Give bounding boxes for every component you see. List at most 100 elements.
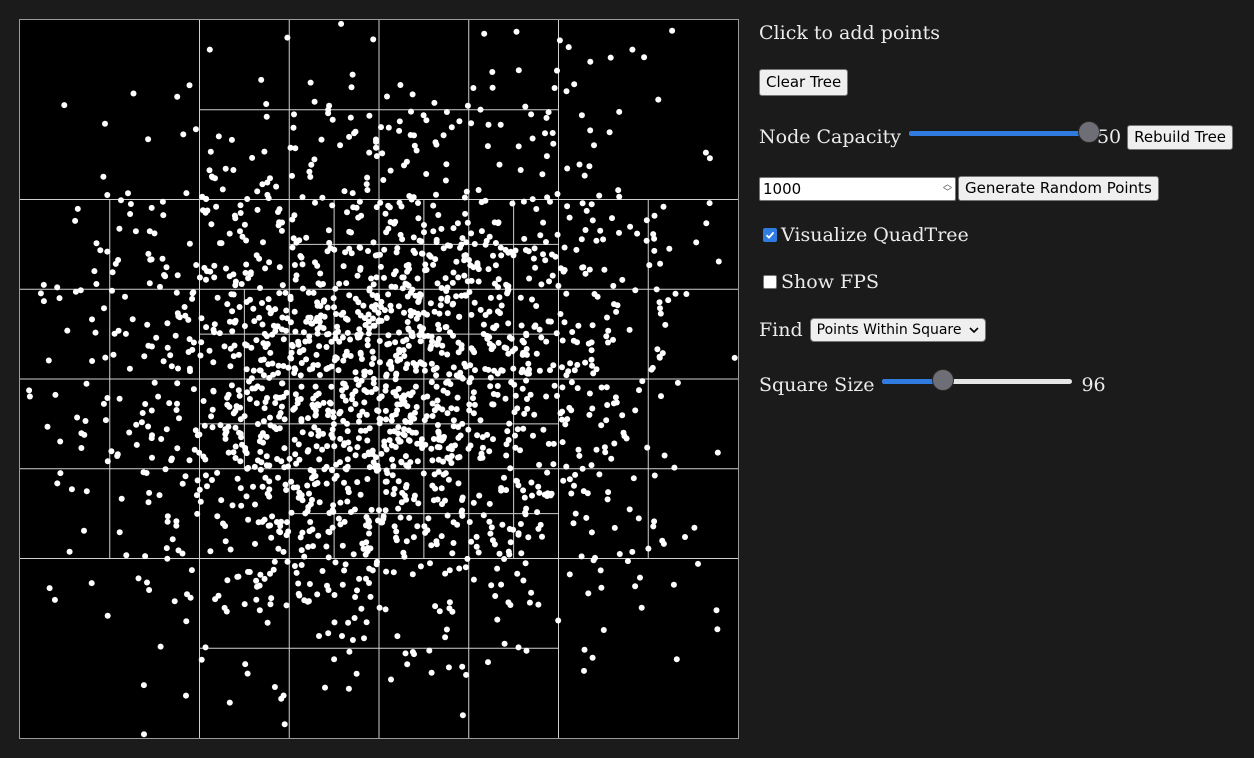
data-point <box>589 322 596 329</box>
data-point <box>222 426 229 433</box>
checkmark-icon <box>765 231 775 239</box>
data-point <box>162 273 169 280</box>
data-point <box>315 432 322 439</box>
show-fps-checkbox[interactable] <box>763 275 777 289</box>
data-point <box>523 505 530 512</box>
data-point <box>366 464 373 471</box>
data-point <box>545 440 552 447</box>
data-point <box>504 428 511 435</box>
point-count-value: 1000 <box>763 179 802 198</box>
square-size-slider[interactable] <box>882 369 1073 391</box>
data-point <box>160 358 167 365</box>
data-point <box>431 308 438 315</box>
data-point <box>314 362 321 368</box>
data-point <box>382 407 389 414</box>
clear-tree-button[interactable]: Clear Tree <box>759 69 849 96</box>
data-point <box>335 328 341 335</box>
data-point <box>269 360 276 367</box>
rebuild-tree-button[interactable]: Rebuild Tree <box>1127 125 1234 150</box>
data-point <box>211 262 218 269</box>
data-point <box>407 459 414 466</box>
data-point <box>575 322 582 329</box>
data-point <box>598 422 605 429</box>
data-point <box>464 102 471 109</box>
point-count-input[interactable]: 1000 ︿ ﹀ <box>759 176 956 201</box>
data-point <box>428 360 435 367</box>
slider-thumb[interactable] <box>1077 120 1100 143</box>
data-point <box>461 360 468 367</box>
data-point <box>383 373 390 380</box>
data-point <box>506 420 513 427</box>
data-point <box>159 255 166 262</box>
data-point <box>281 464 288 471</box>
generate-random-points-button[interactable]: Generate Random Points <box>958 176 1159 201</box>
data-point <box>338 20 345 27</box>
data-point <box>643 217 650 224</box>
data-point <box>292 276 299 283</box>
data-point <box>254 383 261 390</box>
data-point <box>248 344 255 351</box>
data-point <box>406 265 412 272</box>
data-point <box>176 415 182 422</box>
data-point <box>497 121 504 128</box>
data-point <box>123 552 130 559</box>
data-point <box>185 316 192 323</box>
data-point <box>369 292 376 298</box>
data-point <box>550 461 557 468</box>
data-point <box>555 617 562 624</box>
data-point <box>521 494 528 501</box>
data-point <box>140 682 147 689</box>
data-point <box>536 489 543 496</box>
data-point <box>404 661 411 668</box>
data-point <box>578 236 585 243</box>
quadtree-canvas[interactable] <box>19 19 739 739</box>
data-point <box>373 204 380 211</box>
data-point <box>438 295 445 302</box>
data-point <box>445 476 452 483</box>
node-capacity-slider[interactable] <box>908 120 1100 143</box>
data-point <box>183 190 190 197</box>
data-point <box>292 366 299 373</box>
data-point <box>164 320 171 327</box>
slider-thumb[interactable] <box>932 369 955 391</box>
data-point <box>403 538 410 545</box>
data-point <box>466 407 473 414</box>
data-point <box>263 453 270 460</box>
data-point <box>494 565 501 572</box>
data-point <box>645 545 652 552</box>
data-point <box>344 456 351 463</box>
data-point <box>366 287 373 294</box>
data-point <box>461 194 468 201</box>
data-point <box>407 419 414 426</box>
data-point <box>166 400 173 407</box>
spinner-icon[interactable]: ︿ ﹀ <box>942 179 952 198</box>
data-point <box>199 193 206 200</box>
data-point <box>523 330 530 337</box>
find-mode-select[interactable]: Points Within Square <box>809 318 987 342</box>
data-point <box>430 261 437 268</box>
data-point <box>627 223 634 230</box>
data-point <box>333 472 340 479</box>
data-point <box>313 351 320 358</box>
data-point <box>201 422 208 429</box>
data-point <box>141 353 148 360</box>
data-point <box>591 142 597 149</box>
visualize-quadtree-checkbox[interactable] <box>763 228 777 242</box>
data-point <box>203 276 209 283</box>
data-point <box>537 232 544 239</box>
data-point <box>571 482 577 489</box>
data-point <box>416 237 423 244</box>
data-point <box>183 692 189 699</box>
data-point <box>494 391 501 398</box>
data-point <box>374 407 381 414</box>
data-point <box>496 161 503 168</box>
data-point <box>522 247 529 253</box>
data-point <box>312 473 319 479</box>
data-point <box>346 228 353 235</box>
data-point <box>313 443 320 450</box>
data-point <box>336 410 343 417</box>
data-point <box>405 342 412 349</box>
data-point <box>503 281 510 288</box>
data-point <box>361 635 367 642</box>
data-point <box>324 582 330 589</box>
